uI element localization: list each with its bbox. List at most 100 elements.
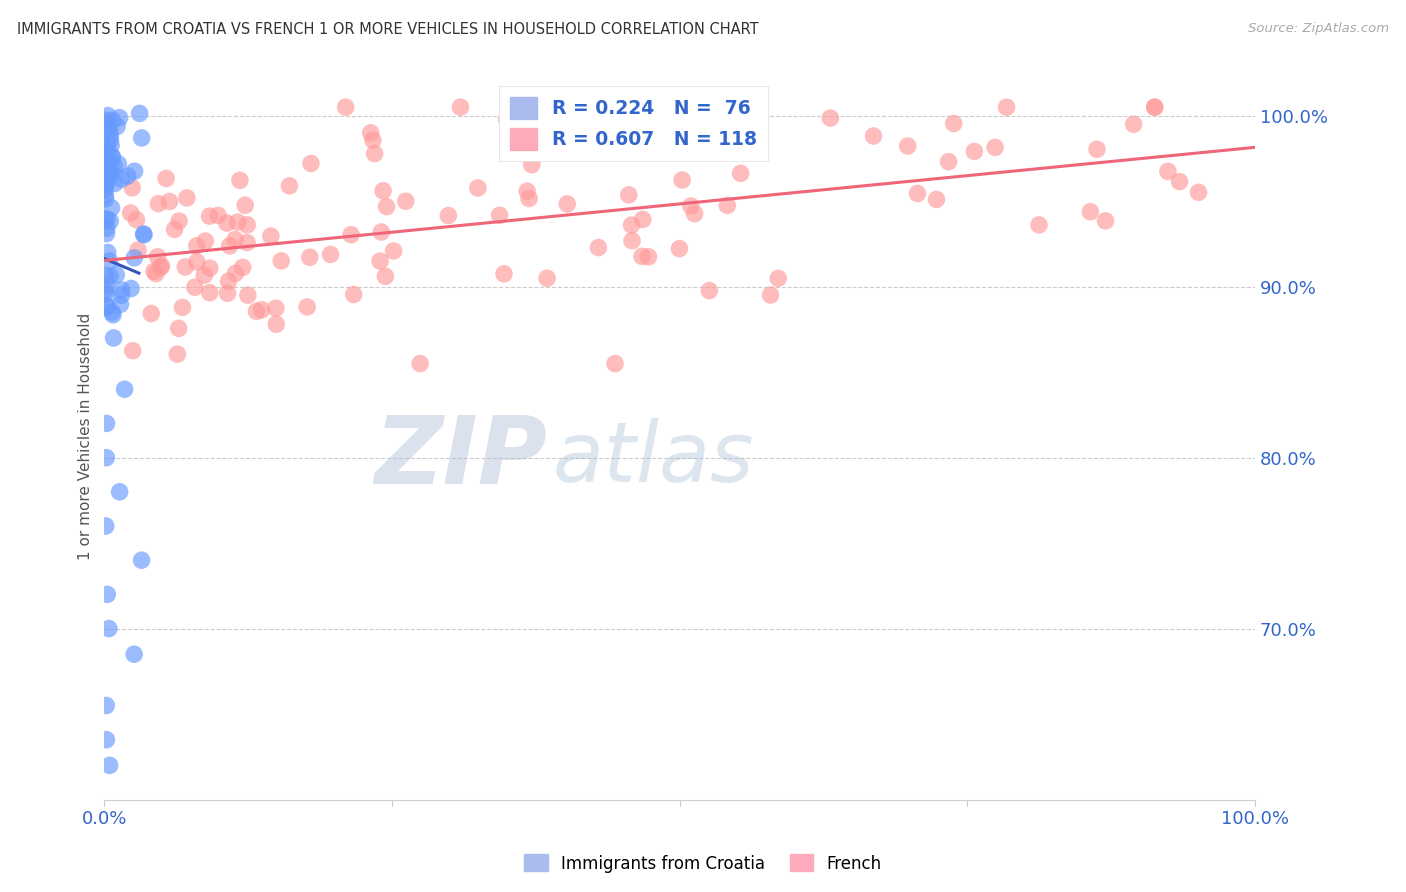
Point [96, 278, 118, 293]
Point [361, 133, 384, 147]
Point [105, 120, 128, 134]
Point [299, 156, 322, 170]
Point [96, 221, 118, 235]
Point [374, 269, 396, 284]
Point [96, 698, 118, 713]
Point [96, 298, 118, 312]
Point [437, 209, 460, 223]
Point [995, 100, 1018, 114]
Point [124, 251, 146, 265]
Text: atlas: atlas [553, 417, 755, 499]
Point [94, 178, 117, 193]
Point [679, 199, 702, 213]
Point [104, 177, 127, 191]
Point [94, 144, 117, 158]
Point [125, 212, 148, 227]
Point [97, 245, 120, 260]
Point [114, 382, 136, 396]
Point [108, 111, 131, 125]
Point [1094, 214, 1116, 228]
Point [174, 260, 197, 274]
Point [105, 268, 128, 282]
Point [555, 197, 578, 211]
Point [368, 254, 391, 268]
Point [96, 139, 118, 153]
Point [98, 269, 121, 284]
Point [340, 227, 363, 242]
Point [94, 286, 117, 301]
Point [1085, 142, 1108, 156]
Point [207, 208, 229, 222]
Point [131, 553, 153, 567]
Point [198, 261, 221, 276]
Point [264, 301, 287, 316]
Point [96, 732, 118, 747]
Point [984, 140, 1007, 154]
Point [167, 214, 190, 228]
Point [96, 176, 118, 190]
Point [97, 109, 120, 123]
Point [270, 253, 292, 268]
Point [395, 194, 418, 209]
Point [375, 200, 398, 214]
Point [94, 174, 117, 188]
Point [141, 307, 163, 321]
Point [897, 139, 920, 153]
Legend: Immigrants from Croatia, French: Immigrants from Croatia, French [517, 847, 889, 880]
Point [110, 288, 132, 302]
Point [98, 254, 121, 268]
Point [96, 173, 118, 187]
Point [110, 297, 132, 311]
Point [101, 305, 124, 319]
Point [149, 260, 172, 275]
Point [100, 201, 122, 215]
Point [148, 196, 170, 211]
Point [370, 225, 392, 239]
Point [371, 184, 394, 198]
Point [1143, 100, 1166, 114]
Point [716, 198, 738, 212]
Point [218, 239, 240, 253]
Point [143, 264, 166, 278]
Legend: R = 0.224   N =  76, R = 0.607   N = 118: R = 0.224 N = 76, R = 0.607 N = 118 [499, 86, 768, 161]
Point [409, 357, 432, 371]
Point [98, 214, 121, 228]
Point [97, 300, 120, 314]
Point [631, 212, 654, 227]
Point [631, 249, 654, 263]
Text: ZIP: ZIP [374, 412, 547, 504]
Point [520, 158, 543, 172]
Point [96, 227, 118, 241]
Point [264, 317, 287, 331]
Y-axis label: 1 or more Vehicles in Household: 1 or more Vehicles in Household [79, 312, 93, 560]
Point [98, 123, 121, 137]
Point [215, 216, 238, 230]
Point [101, 150, 124, 164]
Point [94, 159, 117, 173]
Point [122, 647, 145, 661]
Point [107, 157, 129, 171]
Point [176, 191, 198, 205]
Point [124, 164, 146, 178]
Point [236, 288, 259, 302]
Point [224, 266, 246, 280]
Point [938, 154, 960, 169]
Point [166, 347, 188, 361]
Point [97, 120, 120, 135]
Point [699, 284, 721, 298]
Point [218, 274, 240, 288]
Point [278, 178, 301, 193]
Point [97, 622, 120, 636]
Point [127, 243, 149, 257]
Point [96, 417, 118, 431]
Point [98, 157, 121, 171]
Point [495, 112, 517, 127]
Point [637, 250, 659, 264]
Point [98, 758, 121, 772]
Point [111, 172, 134, 186]
Point [245, 304, 267, 318]
Point [163, 222, 186, 236]
Point [101, 308, 124, 322]
Point [100, 167, 122, 181]
Point [103, 158, 125, 172]
